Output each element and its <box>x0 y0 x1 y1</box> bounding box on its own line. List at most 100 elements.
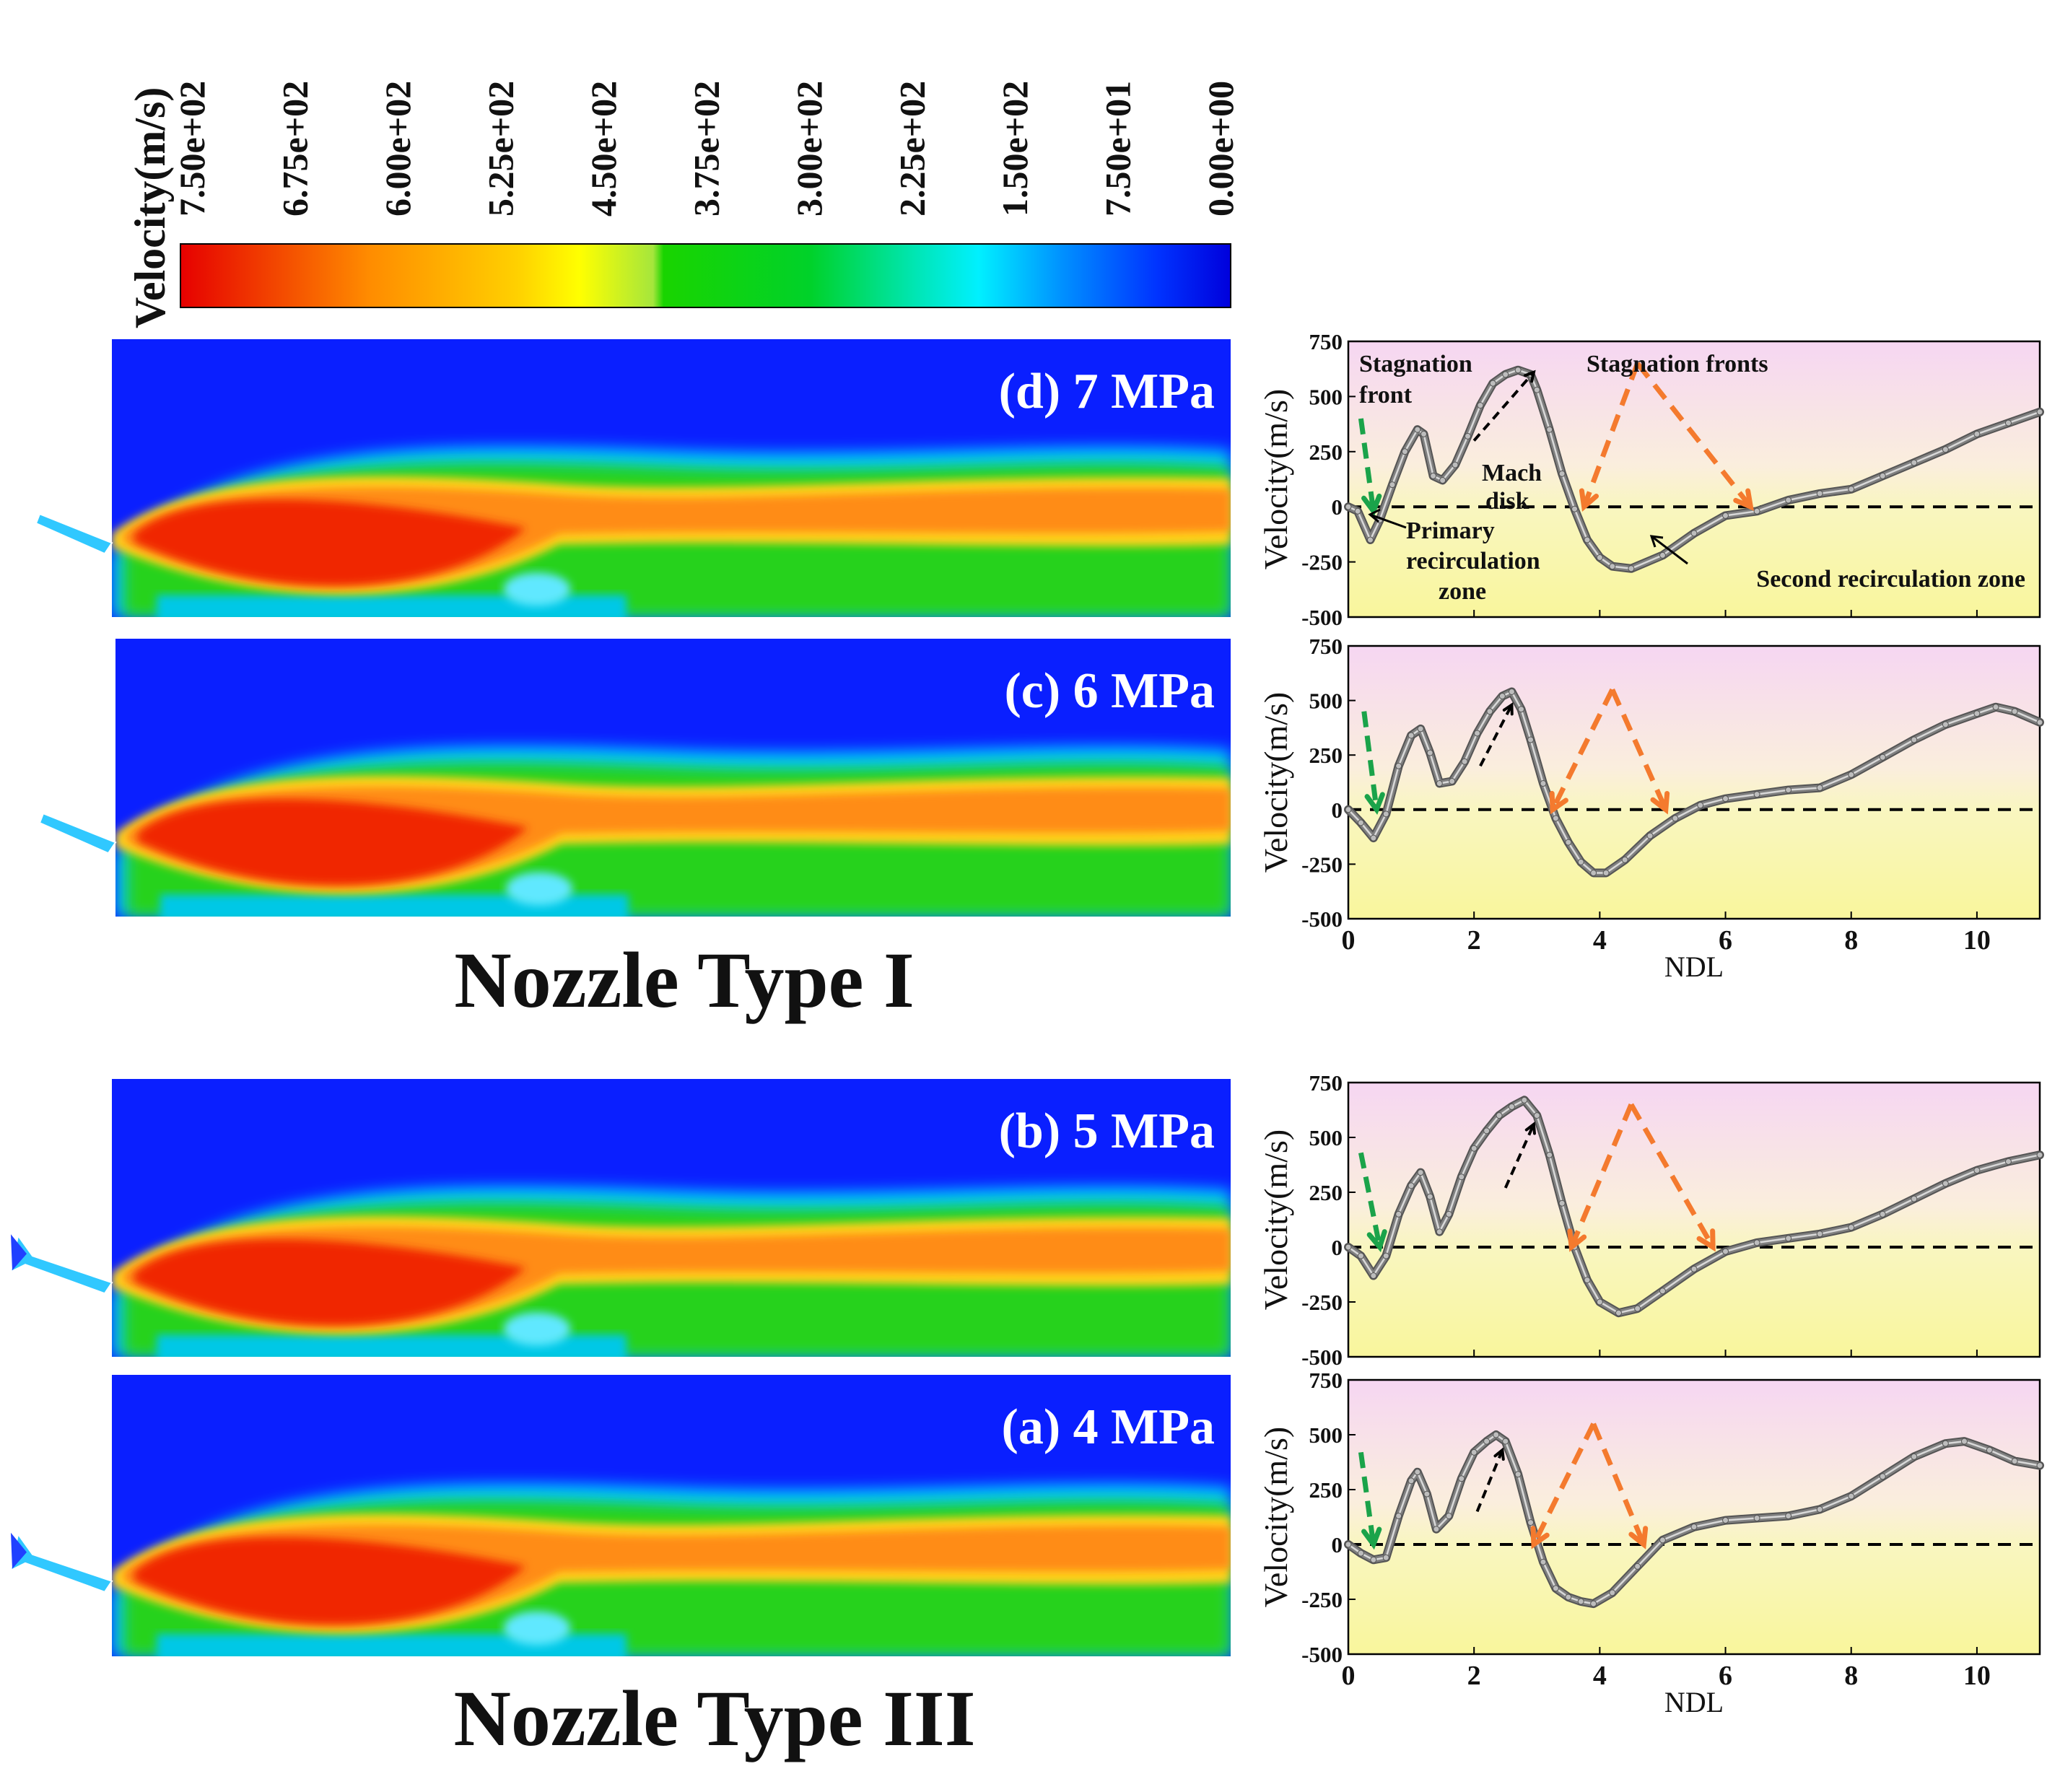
data-point <box>1879 1473 1886 1480</box>
nozzle-type-iii <box>9 1233 113 1295</box>
data-point <box>1596 1298 1603 1306</box>
y-axis-label: Velocity(m/s) <box>1257 692 1294 873</box>
data-point <box>1486 708 1493 715</box>
data-point <box>1590 869 1597 876</box>
x-tick-label: 8 <box>1844 925 1858 956</box>
data-point <box>1470 1145 1478 1152</box>
colorbar-tick-label: 7.50e+01 <box>1098 81 1138 217</box>
data-point <box>1973 710 1981 717</box>
data-point <box>1879 1210 1886 1218</box>
contour-panel: (d) 7 MPa <box>35 339 1231 617</box>
second-pointer-arrow-head <box>1649 535 1664 548</box>
data-point <box>1848 1224 1855 1231</box>
y-tick-label: -250 <box>1301 852 1343 877</box>
data-point <box>1449 777 1456 784</box>
data-point <box>1722 512 1729 519</box>
plot-area <box>1347 1378 2041 1656</box>
y-tick-label: -250 <box>1301 1587 1343 1612</box>
black-arrow <box>1503 1123 1535 1189</box>
x-tick-label: 2 <box>1467 1661 1481 1691</box>
supersonic-barrel <box>134 1537 526 1625</box>
data-point <box>1753 1239 1760 1246</box>
data-point <box>1382 1252 1389 1259</box>
orange-arrow-head <box>1628 1526 1649 1550</box>
data-point <box>2036 719 2043 726</box>
data-point <box>1942 446 1949 453</box>
data-point <box>1502 1438 1509 1445</box>
x-tick-label: 8 <box>1844 1661 1858 1691</box>
contour-panel-label: (a) 4 MPa <box>1002 1399 1215 1455</box>
recirculation-bubble <box>503 1611 571 1645</box>
nozzle-inlet <box>11 1234 27 1271</box>
black-arrow-head <box>1502 701 1514 716</box>
data-point <box>1785 497 1792 504</box>
data-point <box>1558 1199 1566 1207</box>
data-point <box>1493 1431 1500 1438</box>
data-point <box>1558 470 1566 477</box>
green-arrow <box>1361 711 1379 810</box>
green-arrow <box>1358 1152 1382 1248</box>
data-point <box>1345 806 1352 813</box>
data-point <box>2036 408 2043 416</box>
plot-area <box>1347 644 2041 920</box>
nozzle-inlet <box>11 1532 27 1569</box>
data-point <box>1445 1512 1452 1519</box>
data-point <box>1357 1252 1364 1259</box>
data-point <box>1634 1562 1641 1570</box>
plot-area <box>1347 340 2041 619</box>
data-point <box>1584 1277 1591 1284</box>
data-point <box>1521 1096 1528 1103</box>
colorbar-tick-label: 5.25e+02 <box>481 81 521 217</box>
data-point <box>1458 1475 1465 1482</box>
primary-recirculation-label: zone <box>1439 578 1486 605</box>
nozzle-type-i <box>38 812 117 855</box>
data-point <box>1659 1537 1666 1544</box>
series-line-highlight <box>1348 1433 2041 1605</box>
data-point <box>1414 1469 1421 1476</box>
y-tick-label: -250 <box>1301 550 1343 575</box>
data-point <box>1816 784 1823 792</box>
stagnation-fronts-label: Stagnation fronts <box>1587 351 1768 377</box>
y-tick-label: 0 <box>1332 797 1343 823</box>
colorbar-gradient <box>180 243 1231 308</box>
y-tick-label: 500 <box>1309 384 1343 409</box>
data-point <box>1848 1492 1855 1500</box>
data-point <box>1879 472 1886 479</box>
data-point <box>1590 1600 1597 1607</box>
data-point <box>1546 1151 1553 1158</box>
data-point <box>2004 419 2012 427</box>
data-point <box>1911 736 1918 743</box>
data-point <box>1722 1248 1729 1255</box>
y-tick-label: 0 <box>1332 1532 1343 1557</box>
colorbar-tick-label: 0.00e+00 <box>1200 81 1241 217</box>
data-point <box>1785 1235 1792 1242</box>
data-point <box>1417 725 1424 733</box>
data-point <box>1615 1309 1622 1316</box>
data-point <box>1596 554 1603 561</box>
data-point <box>1470 1448 1478 1456</box>
data-point <box>1345 1244 1352 1251</box>
data-point <box>1407 732 1415 739</box>
y-tick-label: 250 <box>1309 1477 1343 1503</box>
green-arrow-head <box>1364 792 1385 816</box>
data-point <box>1634 1305 1641 1312</box>
data-point <box>1659 1288 1666 1295</box>
black-arrow <box>1472 371 1535 442</box>
nozzle-type-iii <box>9 1532 113 1594</box>
second-pointer-arrow <box>1651 535 1688 565</box>
nozzle-type-i-title: Nozzle Type I <box>454 936 915 1024</box>
data-point <box>1452 461 1459 468</box>
y-axis-label: Velocity(m/s) <box>1257 389 1294 569</box>
y-tick-label: 500 <box>1309 1422 1343 1448</box>
data-point <box>1382 810 1389 818</box>
x-tick-label: 4 <box>1593 925 1607 956</box>
contour-field <box>112 339 1231 617</box>
orange-arrow <box>1591 1422 1646 1546</box>
data-point <box>1690 1524 1698 1531</box>
data-point <box>1430 472 1437 479</box>
data-point <box>1565 1594 1572 1601</box>
line-chart: -500 -250 0 250 500 750 0 2 4 6 8 10 Velocity(m/s) ND… <box>1257 1368 2044 1718</box>
data-point <box>1433 1526 1440 1533</box>
colorbar-tick-label: 6.00e+02 <box>377 81 418 217</box>
data-point <box>2011 1457 2018 1464</box>
